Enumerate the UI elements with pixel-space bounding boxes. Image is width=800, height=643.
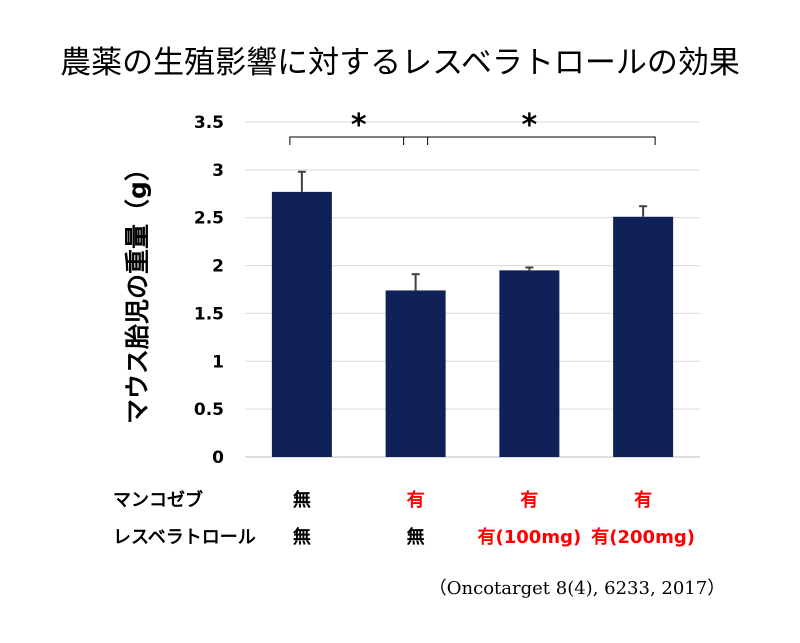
bar [271,191,332,457]
bar [613,216,674,457]
significance-bracket [289,136,429,145]
y-tick-label: 1.5 [194,304,224,324]
source-citation: （Oncotarget 8(4), 6233, 2017） [429,578,725,599]
condition-row-label: マンコゼブ [113,489,203,511]
condition-cell: 有(200mg) [591,526,695,548]
bar [499,270,560,457]
y-tick-label: 2 [212,257,224,277]
significance-bracket [403,136,656,145]
y-tick-label: 0.5 [194,400,224,420]
bar [385,290,446,457]
condition-cell: 無 [293,526,311,548]
significance-marker: * [351,108,367,143]
condition-cell: 有 [407,489,425,511]
chart-title: 農薬の生殖影響に対するレスベラトロールの効果 [60,45,740,81]
condition-table: マンコゼブ無有有有レスベラトロール無無有(100mg) 有(200mg) [113,489,695,548]
significance-marker: * [522,108,538,143]
condition-row-label: レスベラトロール [113,527,256,548]
y-tick-label: 2.5 [194,209,224,229]
condition-cell: 有(100mg) [478,526,582,548]
error-bars [297,170,648,291]
y-tick-label: 3.5 [194,113,224,133]
bars [271,191,674,457]
y-tick-label: 3 [212,161,224,181]
significance-brackets: * * [289,108,656,145]
y-axis-label: マウス胎児の重量（g） [123,156,152,424]
y-axis-ticks: 0 0.5 1 1.5 2 2.5 3 3.5 [194,113,224,468]
condition-cell: 有 [520,489,538,511]
y-tick-label: 1 [212,352,224,372]
condition-cell: 無 [293,489,311,511]
condition-cell: 有 [634,489,652,511]
condition-cell: 無 [407,526,425,548]
y-tick-label: 0 [212,448,224,468]
